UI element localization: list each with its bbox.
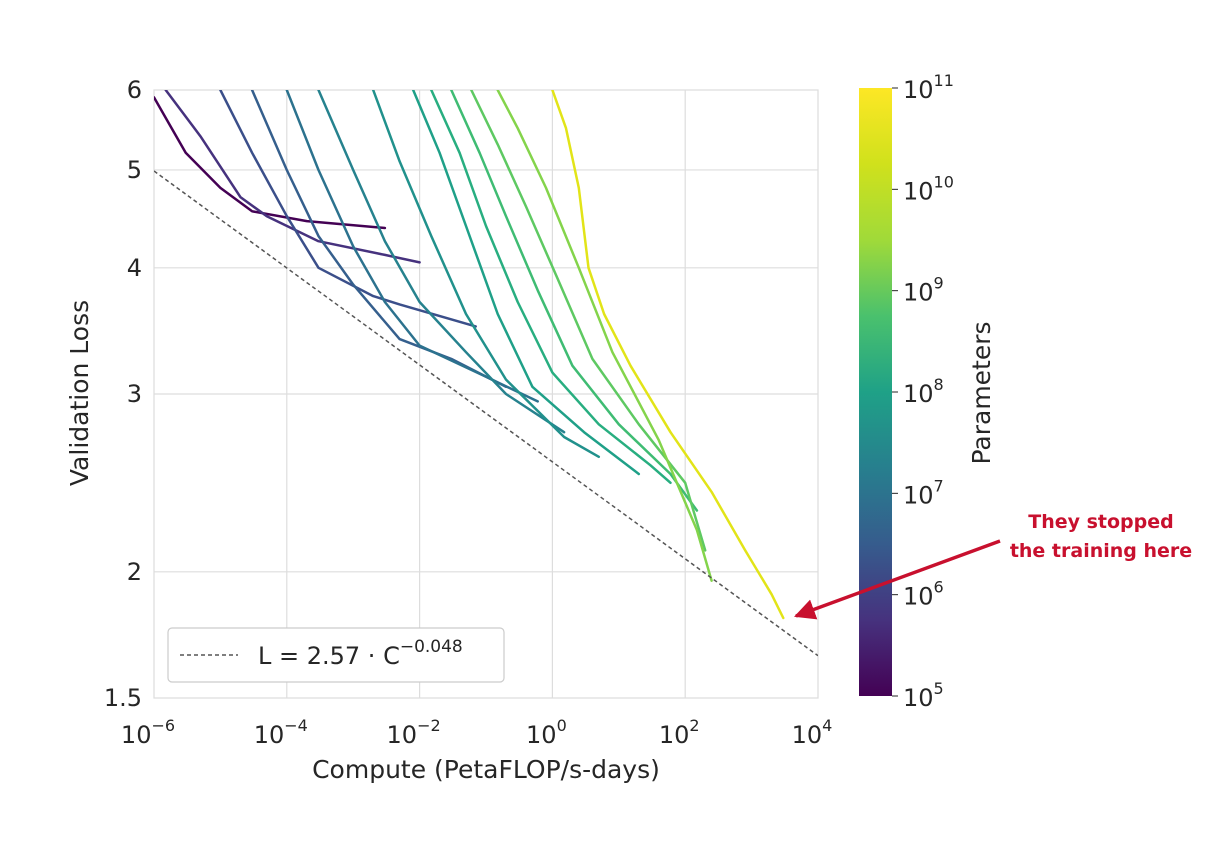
tick-exponent: −6	[151, 716, 175, 735]
series-line	[371, 90, 601, 459]
annotation: They stopped the training here	[794, 511, 1192, 620]
tick-exponent: −4	[284, 716, 308, 735]
tick-base: 10	[903, 177, 934, 205]
tick-exponent: 9	[934, 274, 944, 293]
grid	[153, 89, 819, 699]
tick-base: 10	[659, 721, 690, 749]
tick-base: 10	[792, 721, 823, 749]
tick-exponent: 8	[934, 375, 944, 394]
y-axis-label: Validation Loss	[65, 300, 94, 486]
colorbar-tick-label: 105	[903, 679, 944, 712]
tick-exponent: 10	[934, 172, 954, 191]
x-tick-label: 10−4	[254, 716, 308, 749]
legend-box	[167, 627, 505, 683]
colorbar-gradient	[859, 88, 892, 696]
tick-base: 10	[903, 583, 934, 611]
tick-exponent: 5	[934, 679, 944, 698]
series-line	[430, 90, 672, 485]
y-tick-label: 2	[127, 558, 142, 586]
x-tick-label: 100	[526, 716, 567, 749]
tick-exponent: 4	[822, 716, 832, 735]
colorbar-tick-label: 108	[903, 375, 944, 408]
series-line	[285, 90, 539, 403]
annotation-line-2: the training here	[1010, 540, 1192, 562]
colorbar-tick-label: 107	[903, 476, 944, 509]
tick-base: 10	[526, 721, 557, 749]
legend: L = 2.57 · C−0.048	[167, 627, 505, 683]
annotation-line-1: They stopped	[1028, 511, 1174, 533]
series-layer	[154, 90, 785, 620]
series-line	[317, 90, 566, 434]
y-tick-label: 6	[127, 76, 142, 104]
x-tick-label: 10−2	[387, 716, 441, 749]
x-tick-labels: 10−6 10−4 10−2 100 102 104	[121, 716, 832, 749]
series-line	[164, 90, 421, 264]
tick-base: 10	[903, 481, 934, 509]
tick-exponent: 0	[557, 716, 567, 735]
y-tick-labels: 1.5 2 3 4 5 6	[104, 76, 142, 712]
tick-base: 10	[903, 279, 934, 307]
colorbar-tick-label: 1010	[903, 172, 954, 205]
colorbar-tick-label: 109	[903, 274, 944, 307]
colorbar-tick-label: 106	[903, 578, 944, 611]
y-tick-label: 3	[127, 380, 142, 408]
x-axis-label: Compute (PetaFLOP/s-days)	[312, 755, 660, 784]
tick-base: 10	[387, 721, 418, 749]
y-tick-label: 4	[127, 254, 142, 282]
tick-base: 10	[903, 684, 934, 712]
series-line	[154, 96, 387, 230]
legend-label: L = 2.57 · C−0.048	[258, 637, 463, 670]
tick-exponent: −2	[417, 716, 441, 735]
y-tick-label: 1.5	[104, 684, 142, 712]
tick-base: 10	[903, 76, 934, 104]
tick-exponent: 11	[934, 71, 954, 90]
annotation-arrow	[794, 539, 1001, 620]
series-line	[250, 90, 508, 389]
series-line	[496, 90, 713, 582]
series-line	[551, 90, 785, 620]
tick-exponent: 2	[689, 716, 699, 735]
tick-exponent: 7	[934, 476, 944, 495]
series-line	[450, 90, 699, 512]
x-tick-label: 10−6	[121, 716, 175, 749]
tick-exponent: 6	[934, 578, 944, 597]
tick-base: 10	[903, 380, 934, 408]
x-tick-label: 104	[792, 716, 833, 749]
series-line	[470, 90, 707, 552]
x-tick-label: 102	[659, 716, 700, 749]
colorbar-tick-label: 1011	[903, 71, 954, 104]
series-line	[219, 90, 477, 328]
legend-label-exp: −0.048	[400, 637, 463, 657]
tick-base: 10	[121, 721, 152, 749]
colorbar-label: Parameters	[967, 321, 996, 464]
tick-base: 10	[254, 721, 285, 749]
series-line	[411, 90, 641, 476]
legend-label-main: L = 2.57 · C	[258, 642, 400, 670]
y-tick-label: 5	[127, 156, 142, 184]
